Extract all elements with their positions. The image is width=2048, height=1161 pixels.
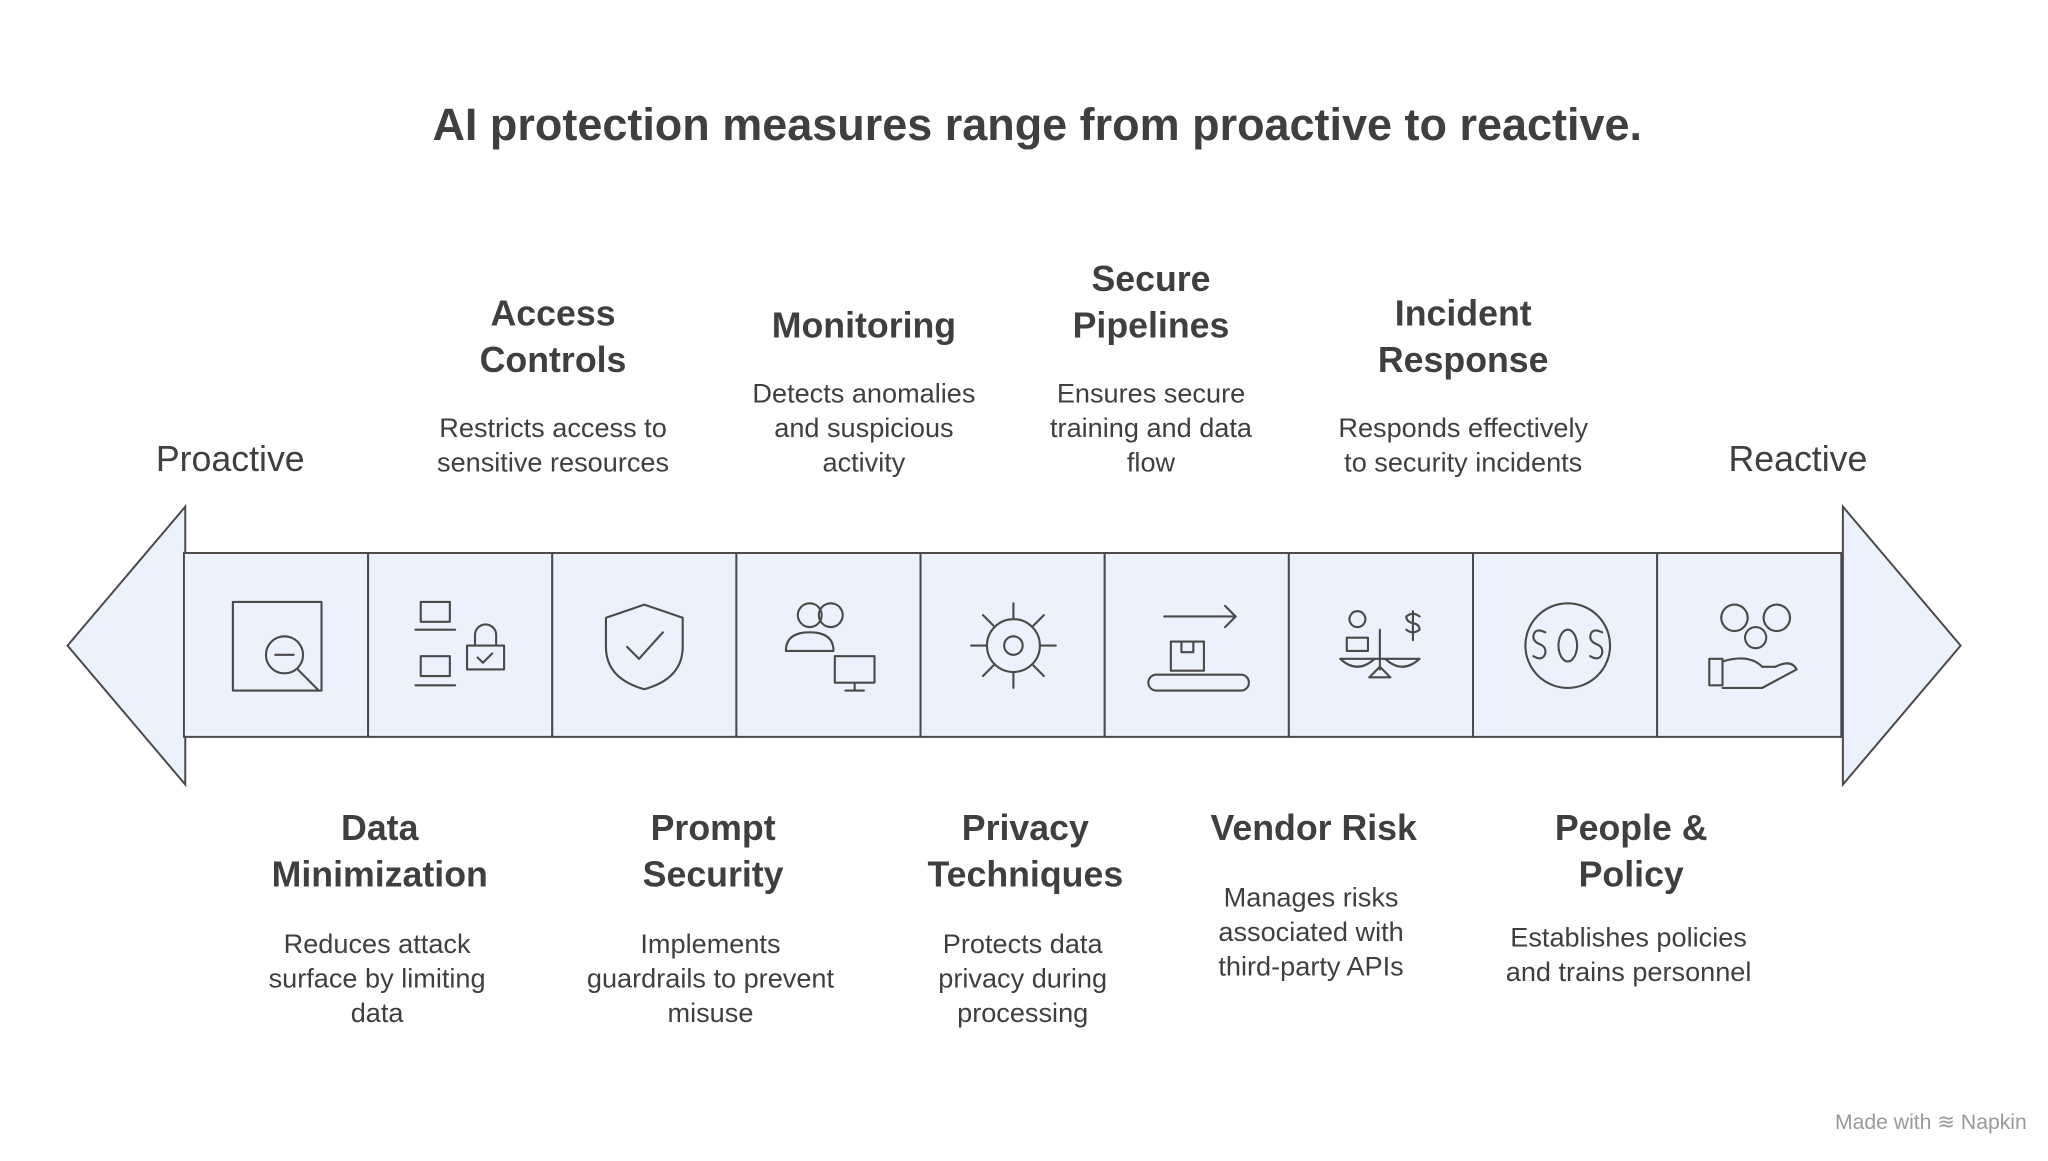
step-description: data: [351, 997, 405, 1028]
sos-icon-letters: [1532, 628, 1604, 663]
start-label: Proactive: [156, 439, 305, 479]
step-title: Response: [1378, 340, 1549, 380]
step-title: Minimization: [272, 855, 488, 895]
step-description: Reduces attack: [284, 928, 471, 959]
icon-stroke: [1557, 628, 1579, 663]
step-description: and suspicious: [774, 412, 953, 443]
step-title: Prompt: [651, 808, 776, 848]
step-title: Secure: [1091, 259, 1210, 299]
step-description: associated with: [1218, 916, 1403, 947]
step-icon: [414, 600, 506, 687]
icon-stroke: [1532, 629, 1547, 660]
step-icon: [1339, 610, 1421, 679]
step-icon: [231, 600, 323, 692]
step-description: Restricts access to: [439, 412, 666, 443]
step-icon: [784, 602, 876, 692]
step-description: and trains personnel: [1506, 956, 1752, 987]
icon-stroke: [1589, 629, 1604, 660]
step-description: third-party APIs: [1218, 951, 1403, 982]
step-description: Responds effectively: [1338, 412, 1588, 443]
step-description: surface by limiting: [269, 962, 486, 993]
step-title: Data: [341, 808, 420, 848]
right-arrowhead: [1841, 503, 1962, 788]
step-title: Techniques: [927, 855, 1123, 895]
step-description: Establishes policies: [1510, 921, 1747, 952]
step-label: Restricts access to sensitive resources Ac…: [437, 294, 669, 478]
step-title: Controls: [480, 340, 627, 380]
step-description: Implements: [640, 928, 780, 959]
step-description: flow: [1127, 447, 1176, 478]
step-title: Privacy: [962, 808, 1089, 848]
step-description: training and data: [1050, 412, 1253, 443]
step-icon: [1524, 602, 1612, 689]
step-box: [1656, 551, 1843, 738]
step-box: [919, 551, 1106, 738]
step-box: [367, 551, 554, 738]
step-description: Manages risks: [1224, 882, 1399, 913]
step-title: Pipelines: [1073, 306, 1230, 346]
diagram-title: AI protection measures range from proact…: [432, 99, 1642, 150]
step-description: guardrails to prevent: [587, 962, 835, 993]
step-description: sensitive resources: [437, 447, 669, 478]
step-icon: [1147, 604, 1250, 692]
end-label: Reactive: [1728, 439, 1867, 479]
step-description: Protects data: [943, 928, 1104, 959]
left-arrowhead: [66, 503, 187, 788]
step-box: [735, 551, 922, 738]
step-box: [1472, 551, 1659, 738]
step-box: [182, 551, 370, 738]
step-description: Detects anomalies: [752, 378, 975, 409]
step-description: Ensures secure: [1057, 378, 1245, 409]
step-title: Access: [490, 294, 615, 334]
step-description: to security incidents: [1344, 447, 1582, 478]
step-box: [1103, 551, 1290, 738]
footer: Made with ≋ Napkin: [1835, 1111, 2027, 1134]
step-description: misuse: [668, 997, 754, 1028]
step-title: Policy: [1579, 855, 1684, 895]
step-title: Incident: [1395, 294, 1532, 334]
step-icon: [970, 602, 1057, 689]
step-description: processing: [957, 997, 1088, 1028]
step-title: Security: [643, 855, 784, 895]
step-title: Vendor Risk: [1211, 808, 1417, 848]
step-description: activity: [822, 447, 905, 478]
step-label: People & Policy Establishes policies and tr…: [1506, 808, 1752, 987]
step-label: Responds effectively to security incident…: [1338, 294, 1588, 478]
step-title: People &: [1555, 808, 1708, 848]
step-title: Monitoring: [772, 306, 956, 346]
step-description: privacy during: [938, 962, 1107, 993]
step-box: [551, 551, 738, 738]
step-icon: [1708, 603, 1798, 689]
step-icon: [604, 603, 684, 691]
